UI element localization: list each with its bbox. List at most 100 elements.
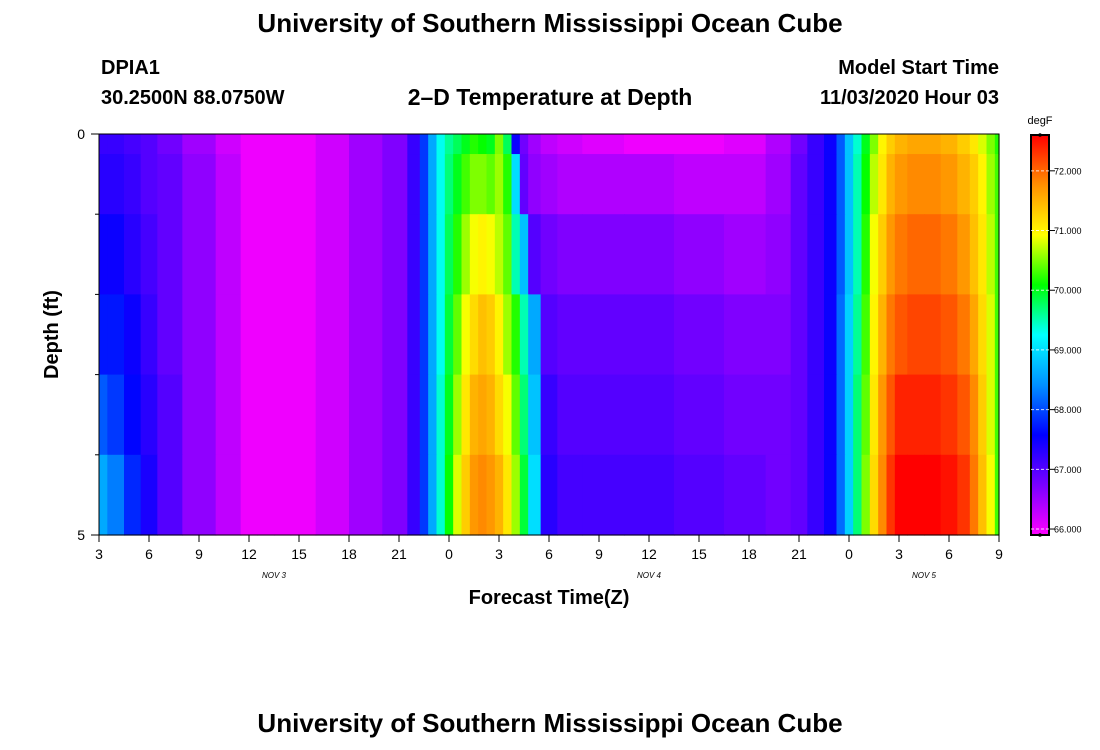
heatmap-cell [478,454,488,536]
heatmap-cell [957,134,971,155]
heatmap-cell [349,294,383,376]
heatmap-cell [274,214,292,295]
heatmap-cell [924,294,942,376]
x-tick-label: 9 [195,546,203,562]
heatmap-cell [582,134,625,155]
heatmap-cell [503,154,513,215]
x-tick-label: 21 [791,546,807,562]
heatmap-cell [274,154,292,215]
colorbar-tick-label: 72.000 [1054,166,1082,176]
heatmap-cell [444,214,454,295]
heatmap-cell [624,214,675,295]
model-start-time: 11/03/2020 Hour 03 [819,87,999,109]
heatmap-cell [765,294,792,376]
heatmap-cell [540,374,558,456]
heatmap-cell [894,214,908,295]
heatmap-cell [107,374,125,456]
heatmap-cell [582,154,625,215]
heatmap-cell [382,154,408,215]
x-tick-label: 12 [641,546,657,562]
heatmap-cell [290,134,317,155]
heatmap-cell [257,454,275,536]
heatmap-cell [419,454,429,536]
heatmap-cell [674,454,725,536]
heatmap-cell [215,214,242,295]
heatmap-cell [182,294,217,376]
heatmap-cell [724,454,767,536]
footer-title: University of Southern Mississippi Ocean… [257,708,843,738]
heatmap-cell [765,374,792,456]
heatmap-cell [957,294,971,376]
heatmap-cell [453,374,463,456]
heatmap-cell [528,134,542,155]
heatmap-cell [582,214,625,295]
heatmap-cell [382,134,408,155]
heatmap-cell [428,134,438,155]
heatmap-cell [540,214,558,295]
heatmap-cell [790,134,808,155]
station-coordinates: 30.2500N 88.0750W [101,87,285,109]
heatmap-cell [824,214,838,295]
heatmap-cell [624,154,675,215]
heatmap-cell [382,454,408,536]
heatmap-cell [349,154,383,215]
heatmap-cell [844,214,854,295]
heatmap-cell [824,374,838,456]
heatmap-cell [886,134,896,155]
heatmap-cell [557,134,583,155]
heatmap-cell [528,454,542,536]
heatmap-cell [994,454,1000,536]
heatmap-cell [969,294,979,376]
heatmap-cell [907,154,925,215]
heatmap-cell [924,374,942,456]
heatmap-cell [407,154,421,215]
heatmap-cell [807,154,825,215]
x-tick-label: 3 [495,546,503,562]
heatmap-cell [215,154,242,215]
heatmap-cell [940,214,958,295]
heatmap-cell [765,454,792,536]
heatmap-cell [957,154,971,215]
heatmap-cell [453,454,463,536]
heatmap-cell [274,374,292,456]
heatmap-cell [503,454,513,536]
heatmap-cell [844,294,854,376]
heatmap-cell [486,454,496,536]
heatmap-cell [869,134,879,155]
heatmap-cell [886,294,896,376]
heatmap-cell [290,214,317,295]
heatmap-cell [807,294,825,376]
heatmap-cell [978,134,988,155]
heatmap-cell [836,294,846,376]
heatmap-cell [453,154,463,215]
heatmap-cell [940,454,958,536]
heatmap-cell [790,154,808,215]
heatmap-cell [290,374,317,456]
heatmap-cell [157,294,183,376]
heatmap-cell [511,154,521,215]
heatmap-cell [444,294,454,376]
heatmap-cell [99,454,108,536]
heatmap-cell [519,154,529,215]
heatmap-cell [978,154,988,215]
heatmap-cell [478,294,488,376]
heatmap-cell [469,214,479,295]
heatmap-cell [257,134,275,155]
x-tick-label: 6 [945,546,953,562]
heatmap-cell [274,294,292,376]
heatmap-cell [978,374,988,456]
x-tick-label: 6 [545,546,553,562]
heatmap-cell [907,214,925,295]
heatmap-cell [886,374,896,456]
heatmap-cell [519,374,529,456]
x-tick-label: 0 [445,546,453,562]
heatmap-cell [957,374,971,456]
heatmap-cell [240,294,258,376]
heatmap-cell [986,294,996,376]
heatmap-cell [107,134,125,155]
heatmap-cell [240,134,258,155]
heatmap-cell [290,454,317,536]
heatmap-cell [994,154,1000,215]
heatmap-cell [257,294,275,376]
x-tick-label: 6 [145,546,153,562]
